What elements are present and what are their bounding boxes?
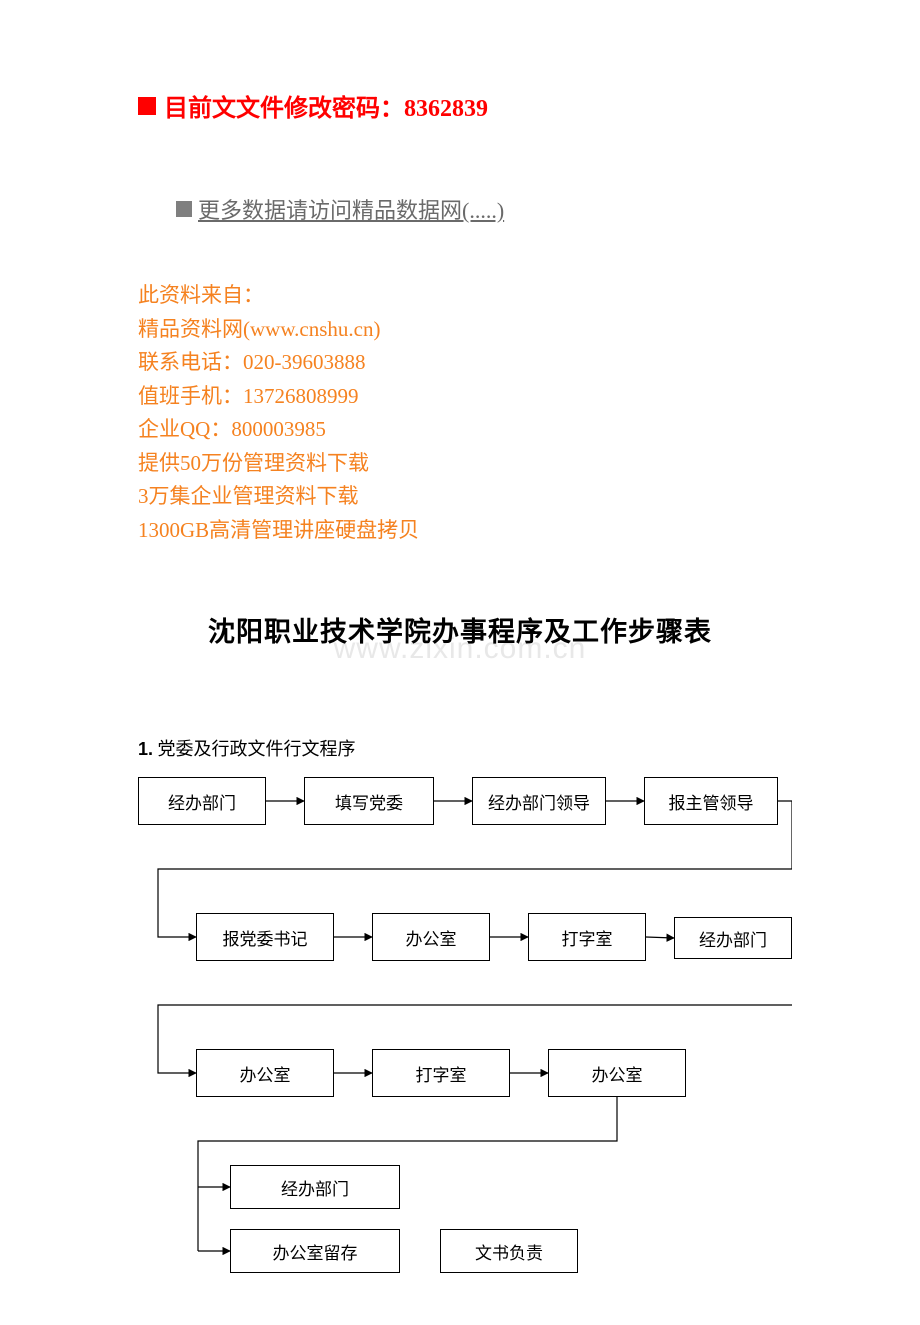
bullet-square-icon [176, 201, 192, 217]
source-line: 精品资料网(www.cnshu.cn) [138, 313, 782, 346]
bullet-square-icon [138, 97, 156, 115]
source-info-block: 此资料来自： 精品资料网(www.cnshu.cn) 联系电话：020-3960… [138, 279, 782, 546]
flowchart-node: 文书负责 [440, 1229, 578, 1273]
subheader-line: 更多数据请访问精品数据网(.....) [176, 193, 782, 225]
flowchart-node: 办公室 [548, 1049, 686, 1097]
flowchart-node: 经办部门领导 [472, 777, 606, 825]
section-heading: 1. 党委及行政文件行文程序 [138, 735, 782, 761]
header-line: 目前文文件修改密码：8362839 [138, 88, 782, 123]
source-line: 联系电话：020-39603888 [138, 346, 782, 379]
source-line: 值班手机：13726808999 [138, 380, 782, 413]
flowchart-node: 打字室 [372, 1049, 510, 1097]
flowchart-node: 报党委书记 [196, 913, 334, 961]
main-title-container: 沈阳职业技术学院办事程序及工作步骤表 www.zixin.com.cn [138, 610, 782, 649]
flowchart-node: 办公室 [372, 913, 490, 961]
section-number: 1. [138, 739, 153, 759]
source-line: 1300GB高清管理讲座硬盘拷贝 [138, 514, 782, 547]
flowchart-node: 办公室留存 [230, 1229, 400, 1273]
flowchart-node: 填写党委 [304, 777, 434, 825]
source-line: 3万集企业管理资料下载 [138, 480, 782, 513]
header-text: 目前文文件修改密码：8362839 [164, 88, 488, 123]
main-title: 沈阳职业技术学院办事程序及工作步骤表 [138, 610, 782, 649]
flowchart-node: 打字室 [528, 913, 646, 961]
flowchart-node: 办公室 [196, 1049, 334, 1097]
source-line: 此资料来自： [138, 279, 782, 312]
section-label-text: 党委及行政文件行文程序 [158, 739, 356, 759]
flowchart-node: 经办部门 [138, 777, 266, 825]
flowchart-container: 经办部门填写党委经办部门领导报主管领导报党委书记办公室打字室经办部门办公室打字室… [138, 777, 792, 1285]
flowchart-node: 经办部门 [230, 1165, 400, 1209]
source-line: 企业QQ：800003985 [138, 413, 782, 446]
flowchart-node: 经办部门 [674, 917, 792, 959]
source-line: 提供50万份管理资料下载 [138, 447, 782, 480]
subheader-text: 更多数据请访问精品数据网(.....) [198, 193, 504, 225]
flowchart-node: 报主管领导 [644, 777, 778, 825]
